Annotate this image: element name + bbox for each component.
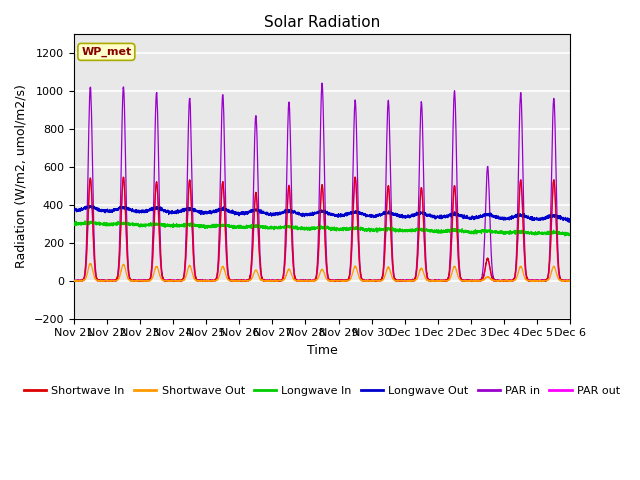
Y-axis label: Radiation (W/m2, umol/m2/s): Radiation (W/m2, umol/m2/s) <box>15 84 28 268</box>
Legend: Shortwave In, Shortwave Out, Longwave In, Longwave Out, PAR in, PAR out: Shortwave In, Shortwave Out, Longwave In… <box>19 381 625 400</box>
X-axis label: Time: Time <box>307 344 337 357</box>
Title: Solar Radiation: Solar Radiation <box>264 15 380 30</box>
Text: WP_met: WP_met <box>81 47 131 57</box>
